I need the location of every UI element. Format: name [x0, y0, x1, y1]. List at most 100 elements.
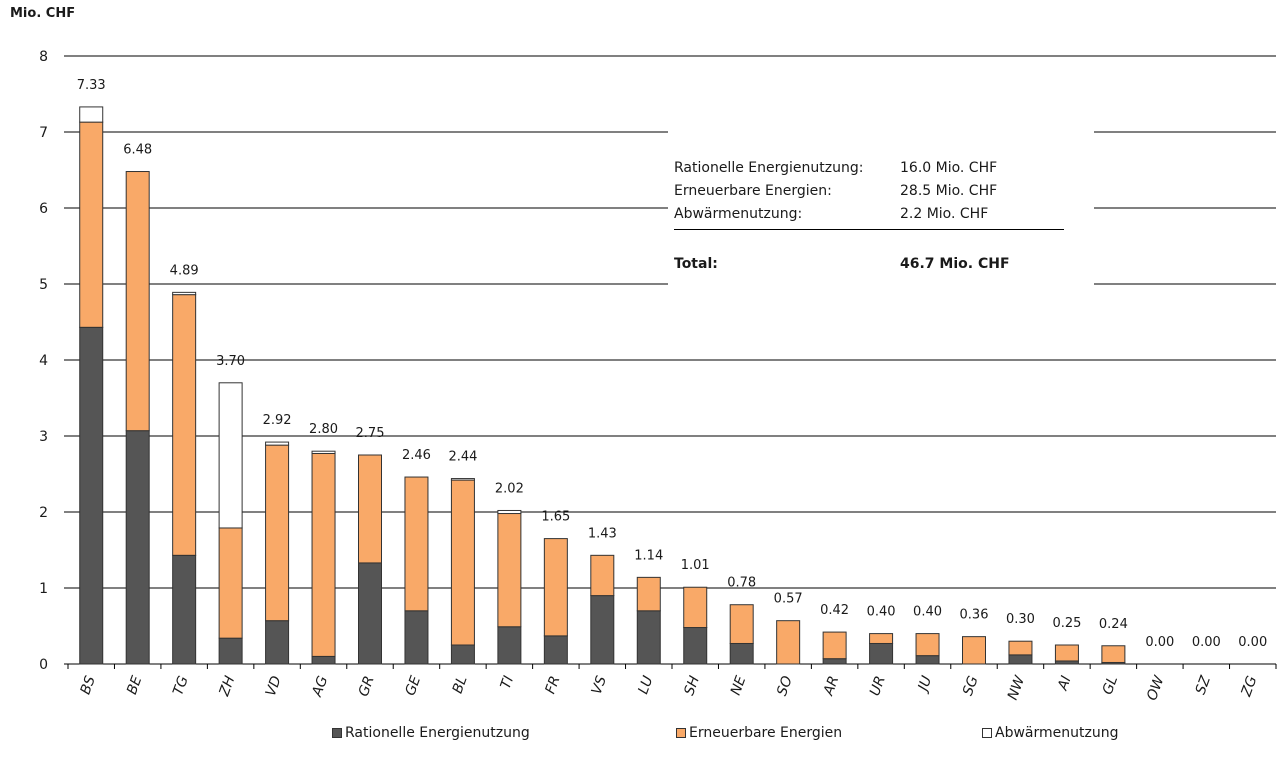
total-value-label: 1.14 — [634, 548, 663, 563]
total-value-label: 0.24 — [1099, 617, 1128, 632]
x-category-label: LU — [635, 674, 656, 696]
bar-segment-abwaerme — [311, 450, 336, 454]
legend-item-erneuerbare: Erneuerbare Energien — [676, 724, 842, 742]
bars — [79, 106, 1126, 665]
summary-divider — [674, 229, 1064, 230]
bar-segment-abwaerme — [79, 106, 104, 123]
bar-segment-erneuerbare — [1008, 640, 1033, 656]
bar-segment-abwaerme — [450, 478, 475, 481]
bar-segment-erneuerbare — [79, 121, 104, 328]
bar-segment-rationelle — [172, 554, 197, 665]
bar-segment-erneuerbare — [869, 633, 894, 644]
x-category-label: FR — [542, 674, 563, 696]
y-tick-label: 7 — [39, 125, 48, 141]
total-value-label: 2.75 — [356, 426, 385, 441]
y-tick-label: 8 — [39, 49, 48, 65]
bar-segment-abwaerme — [172, 291, 197, 296]
x-category-label: BE — [124, 674, 145, 697]
x-category-label: AR — [820, 674, 842, 699]
legend-label-abwaerme: Abwärmenutzung — [995, 725, 1119, 741]
bar-segment-erneuerbare — [962, 636, 986, 665]
total-value-label: 1.01 — [681, 558, 710, 573]
bar-segment-erneuerbare — [822, 631, 847, 660]
bar-segment-erneuerbare — [311, 452, 336, 657]
bar-segment-rationelle — [450, 644, 475, 665]
summary-total-value: 46.7 Mio. CHF — [900, 256, 1010, 272]
total-value-label: 2.80 — [309, 422, 338, 437]
total-value-label: 0.40 — [867, 605, 896, 620]
total-value-label: 7.33 — [77, 78, 106, 93]
total-value-label: 2.44 — [448, 450, 477, 465]
bar-segment-rationelle — [218, 637, 243, 665]
bar-segment-erneuerbare — [1101, 645, 1126, 663]
x-category-label: VS — [589, 674, 610, 697]
bar-segment-rationelle — [543, 635, 568, 665]
summary-value-abwaerme: 2.2 Mio. CHF — [900, 206, 989, 222]
x-category-label: GL — [1100, 674, 1121, 697]
total-value-label: 0.42 — [820, 603, 849, 618]
x-category-label: ZH — [216, 673, 238, 699]
total-value-label: 1.65 — [541, 510, 570, 525]
legend-label-erneuerbare: Erneuerbare Energien — [689, 725, 843, 741]
summary-value-erneuerbare: 28.5 Mio. CHF — [900, 183, 998, 199]
x-category-label: NE — [728, 674, 750, 698]
bar-segment-abwaerme — [497, 509, 522, 515]
y-tick-label: 0 — [39, 657, 48, 673]
bar-segment-rationelle — [311, 655, 336, 665]
bar-segment-erneuerbare — [358, 454, 382, 564]
summary-box: Rationelle Energienutzung: 16.0 Mio. CHF… — [668, 128, 1094, 288]
bar-segment-erneuerbare — [218, 527, 243, 639]
x-category-label: JU — [914, 674, 935, 696]
total-value-label: 2.92 — [263, 413, 292, 428]
bar-segment-erneuerbare — [636, 576, 661, 612]
x-category-label: TI — [498, 674, 517, 691]
bar-segment-rationelle — [729, 642, 754, 665]
bar-segment-rationelle — [265, 620, 290, 665]
bar-segment-rationelle — [497, 626, 522, 665]
total-value-label: 0.00 — [1238, 635, 1267, 650]
total-value-label: 0.78 — [727, 576, 756, 591]
bar-segment-erneuerbare — [543, 538, 568, 637]
total-value-label: 0.57 — [774, 592, 803, 607]
x-category-label: UR — [867, 674, 889, 698]
bar-segment-erneuerbare — [1054, 644, 1079, 662]
bar-segment-rationelle — [869, 642, 894, 665]
bar-segment-rationelle — [683, 627, 708, 665]
bar-segment-erneuerbare — [683, 586, 708, 629]
bar-segment-erneuerbare — [404, 476, 429, 612]
total-value-label: 1.43 — [588, 526, 617, 541]
summary-label-erneuerbare: Erneuerbare Energien: — [674, 183, 832, 199]
x-category-label: BS — [78, 674, 99, 697]
legend-item-abwaerme: Abwärmenutzung — [982, 724, 1118, 742]
bar-segment-erneuerbare — [265, 444, 290, 622]
total-value-label: 0.00 — [1145, 635, 1174, 650]
x-category-label: SG — [960, 674, 982, 698]
bar-segment-rationelle — [822, 658, 847, 665]
bar-segment-erneuerbare — [915, 633, 940, 657]
summary-label-abwaerme: Abwärmenutzung: — [674, 206, 803, 222]
bar-segment-rationelle — [1008, 654, 1033, 665]
x-category-label: SH — [681, 673, 703, 697]
bar-segment-rationelle — [79, 326, 104, 665]
bar-segment-rationelle — [125, 430, 150, 665]
total-value-label: 4.89 — [170, 263, 199, 278]
summary-total-label: Total: — [674, 256, 718, 272]
bar-segment-rationelle — [590, 595, 615, 665]
x-tick-labels: BS BE TG ZH VD AG GR GE BL TI FR VS LU SH NE SO AR UR JU SG… — [78, 673, 1261, 703]
summary-label-rationelle: Rationelle Energienutzung: — [674, 160, 864, 176]
x-category-label: NW — [1005, 673, 1029, 702]
x-category-label: AG — [309, 674, 331, 700]
total-value-label: 0.36 — [960, 608, 989, 623]
bar-segment-erneuerbare — [776, 620, 801, 665]
total-value-label: 2.46 — [402, 448, 431, 463]
legend-label-rationelle: Rationelle Energienutzung — [345, 725, 530, 741]
x-category-label: BL — [450, 674, 471, 696]
y-tick-labels: 0 1 2 3 4 5 6 7 8 — [39, 49, 48, 673]
y-tick-label: 4 — [39, 353, 48, 369]
total-value-label: 0.25 — [1052, 616, 1081, 631]
total-value-label: 0.00 — [1192, 635, 1221, 650]
x-category-label: VD — [263, 674, 285, 699]
total-value-label: 6.48 — [123, 143, 152, 158]
bar-segment-rationelle — [636, 610, 661, 665]
bar-segment-rationelle — [915, 655, 940, 665]
